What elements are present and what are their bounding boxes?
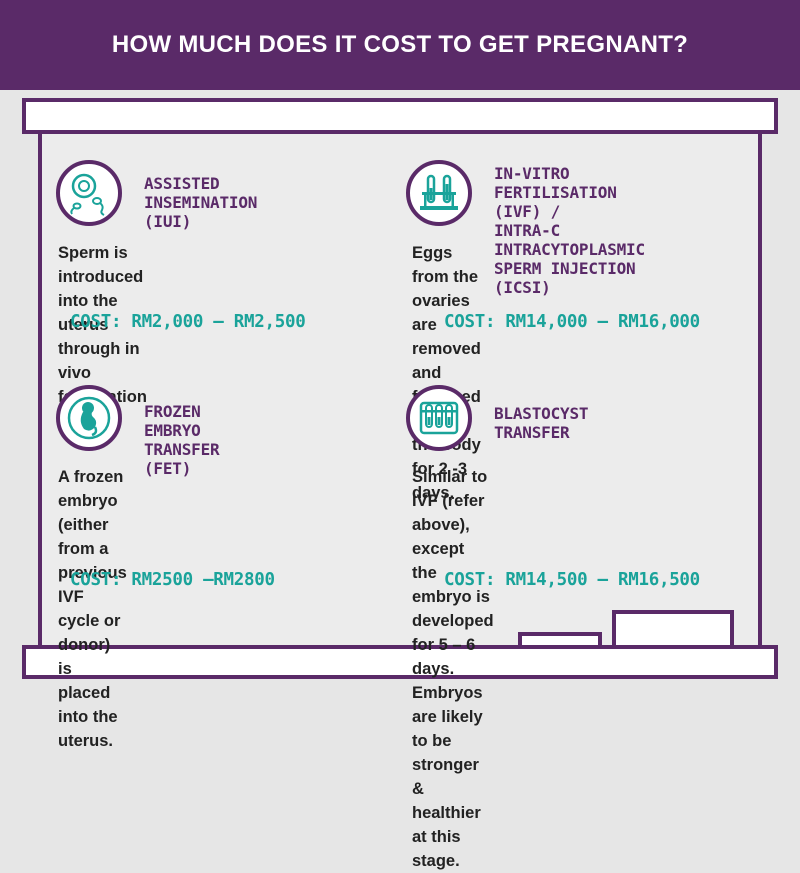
whiteboard-frame: [38, 130, 762, 649]
card-description-line: Sperm is introduced into the uterus: [58, 244, 144, 334]
cost-label: COST: RM14,500 – RM16,500: [444, 570, 700, 590]
page-title: HOW MUCH DOES IT COST TO GET PREGNANT?: [111, 31, 689, 58]
card-description-line: embryo is developed for 5 – 6 days.: [412, 588, 494, 678]
test-tubes-icon: [406, 385, 472, 451]
cost-label: COST: RM2500 –RM2800: [70, 570, 275, 590]
card-title-line: SPERM INJECTION (ICSI): [494, 259, 636, 297]
whiteboard-top-bar: [22, 98, 778, 134]
card-description-line: Eggs from the ovaries are removed and: [412, 244, 481, 382]
card-title-line: INTRA-C INTRACYTOPLASMIC: [494, 221, 645, 259]
test-tube-rack-icon: [406, 160, 472, 226]
card-title-line: BLASTOCYST TRANSFER: [494, 404, 589, 442]
sperm-egg-icon: [56, 160, 122, 226]
embryo-icon: [56, 385, 122, 451]
card-description-line: healthier at this stage.: [412, 804, 481, 870]
card-title-line: FROZEN EMBRYO: [144, 402, 201, 440]
whiteboard-bottom-bar: [22, 645, 778, 679]
cost-label: COST: RM2,000 – RM2,500: [70, 312, 306, 332]
header-banner: HOW MUCH DOES IT COST TO GET PREGNANT?: [0, 0, 800, 90]
card-title-line: IN-VITRO FERTILISATION (IVF) /: [494, 164, 617, 221]
card-description-line: previous IVF cycle or donor) is placed: [58, 564, 127, 702]
card-title-line: TRANSFER (FET): [144, 440, 220, 478]
card-title-line: ASSISTED INSEMINATION: [144, 174, 258, 212]
card-description-line: into the uterus.: [58, 708, 118, 750]
marker-tray-big: [612, 610, 734, 649]
card-description-line: Similar to IVF (refer above), except the: [412, 468, 488, 582]
card-title-line: (IUI): [144, 212, 192, 231]
card-description-line: Embryos are likely to be stronger &: [412, 684, 483, 798]
card-description-line: A frozen embryo (either from a: [58, 468, 124, 558]
cost-label: COST: RM14,000 – RM16,000: [444, 312, 700, 332]
